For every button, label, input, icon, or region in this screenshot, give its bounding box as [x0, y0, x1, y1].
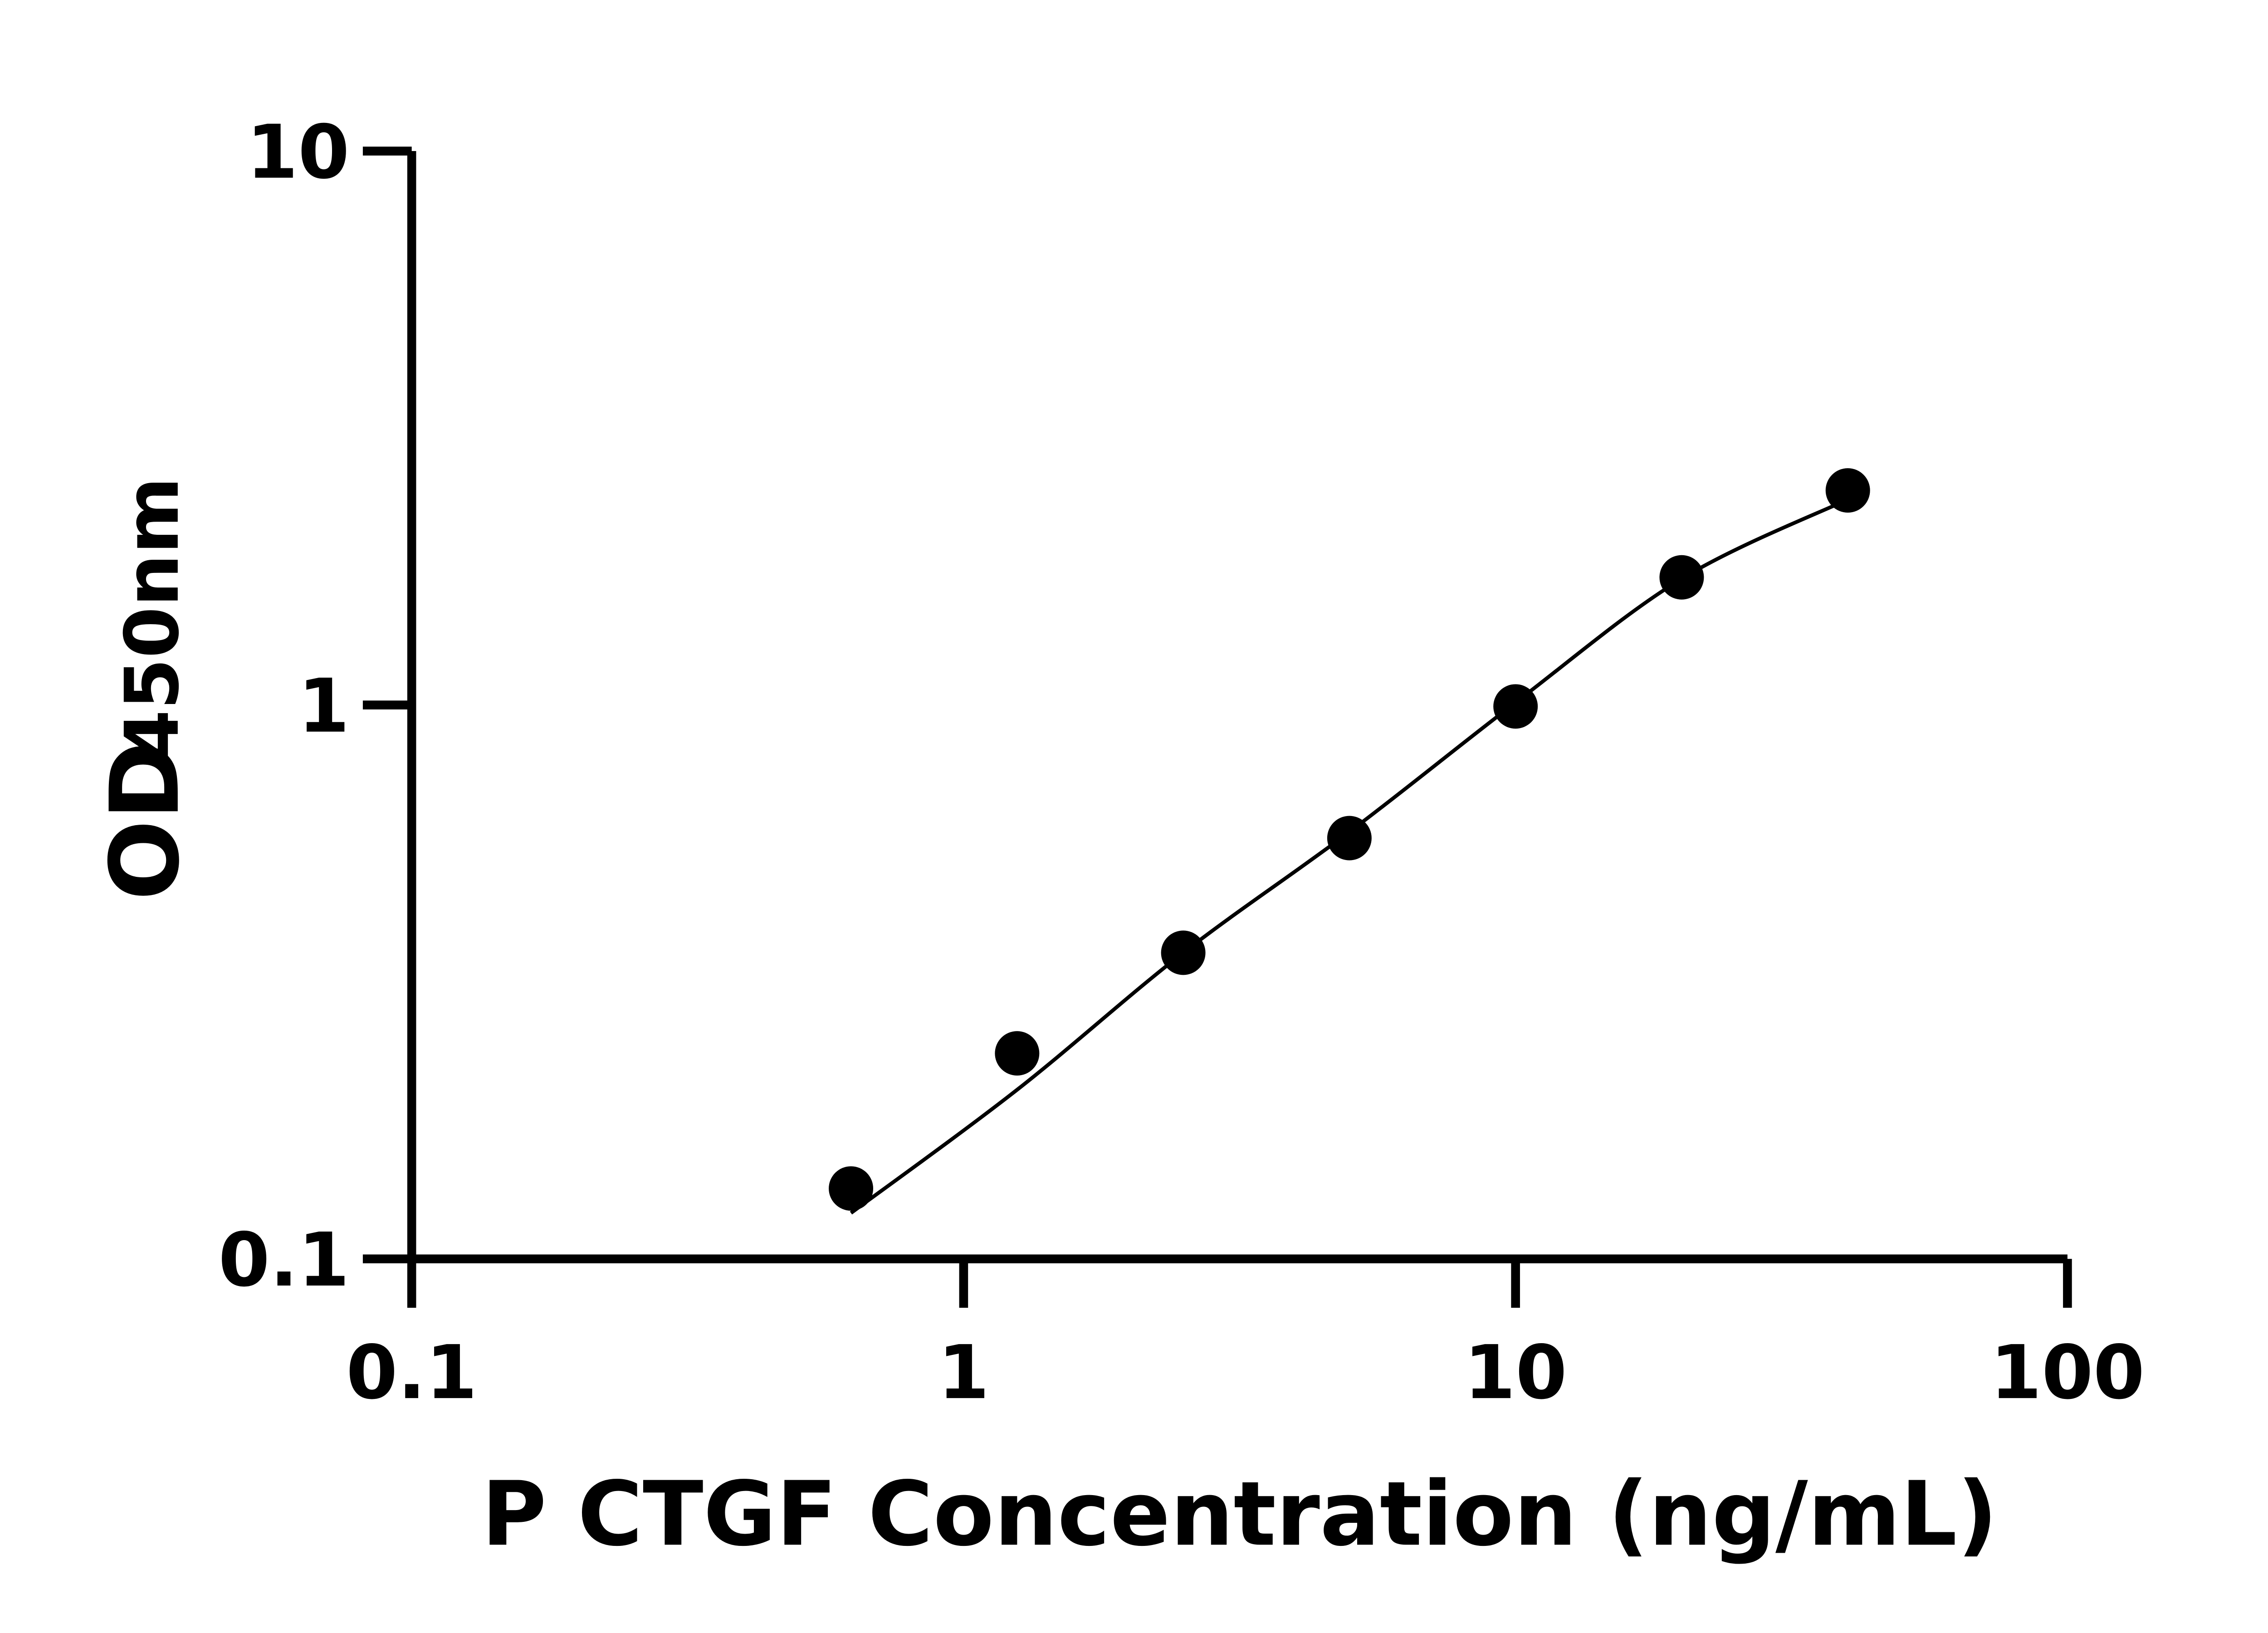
y-tick-label: 1 — [298, 663, 350, 749]
x-tick-labels: 0.1 1 10 100 — [346, 1330, 2145, 1416]
data-point — [1659, 555, 1704, 600]
y-axis-label-main: OD — [90, 741, 200, 900]
data-point — [1327, 816, 1372, 861]
y-axis-label-sub: 450nm — [109, 477, 196, 761]
y-tick-label: 0.1 — [218, 1217, 349, 1303]
data-point — [1161, 930, 1206, 975]
axes — [362, 147, 2072, 1308]
x-axis-label: P CTGF Concentration (ng/mL) — [481, 1462, 1998, 1566]
data-points — [829, 468, 1870, 1211]
x-tick-label: 10 — [1464, 1330, 1567, 1416]
data-point — [1493, 684, 1538, 729]
data-point — [1825, 468, 1870, 513]
y-tick-labels: 0.1 1 10 — [218, 109, 349, 1303]
x-tick-label: 0.1 — [346, 1330, 477, 1416]
data-point — [829, 1166, 874, 1211]
y-tick-label: 10 — [246, 109, 349, 196]
y-axis-label: OD 450nm — [90, 477, 200, 900]
data-point — [995, 1031, 1040, 1076]
x-tick-label: 100 — [1990, 1330, 2145, 1416]
x-tick-label: 1 — [938, 1330, 990, 1416]
